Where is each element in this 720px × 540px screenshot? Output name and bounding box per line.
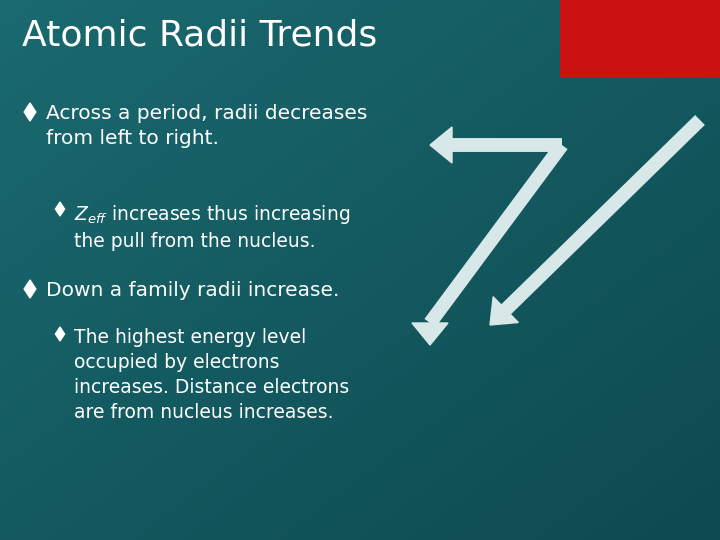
Bar [560,0,720,78]
Text: Down a family radii increase.: Down a family radii increase. [46,281,339,300]
Polygon shape [24,103,36,121]
Polygon shape [24,280,36,298]
Polygon shape [412,323,448,345]
Polygon shape [430,127,452,163]
Text: $Z_{eff}$ increases thus increasing
the pull from the nucleus.: $Z_{eff}$ increases thus increasing the … [74,203,350,251]
Text: The highest energy level
occupied by electrons
increases. Distance electrons
are: The highest energy level occupied by ele… [74,328,349,422]
Polygon shape [55,327,65,341]
Polygon shape [55,202,65,216]
Polygon shape [490,297,518,325]
Text: Across a period, radii decreases
from left to right.: Across a period, radii decreases from le… [46,104,367,148]
Text: Atomic Radii Trends: Atomic Radii Trends [22,18,377,52]
